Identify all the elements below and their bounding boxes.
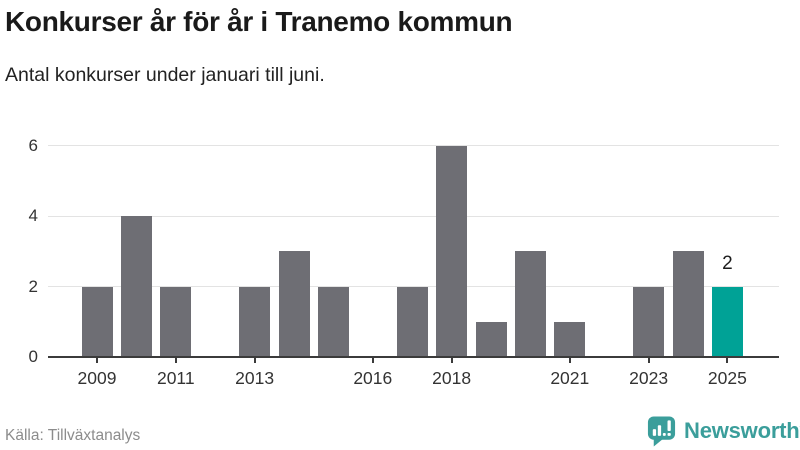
bar-2018 [436,145,468,357]
bar-2017 [396,286,428,357]
y-axis-label-6: 6 [28,135,38,155]
chart-title: Konkurser år för år i Tranemo kommun [5,6,513,37]
x-axis-label-2009: 2009 [77,368,117,388]
x-axis-label-2018: 2018 [432,368,472,388]
newsworthy-wordmark: Newsworthy [684,418,800,443]
x-axis-label-2021: 2021 [550,368,590,388]
bar-2015 [317,286,349,357]
bar-value-label: 2 [722,252,733,274]
bar-2025 [711,286,743,357]
newsworthy-logo-icon [647,416,676,447]
x-axis-tick-2011 [174,358,177,363]
x-axis-tick-2023 [647,358,650,363]
x-axis-tick-2018 [450,358,453,363]
x-axis-line [48,356,779,358]
x-axis-label-2023: 2023 [629,368,669,388]
bar-2013 [239,286,271,357]
newsworthy-logo[interactable]: Newsworthy [646,414,800,448]
bar-2010 [120,216,152,357]
bar-2021 [554,321,586,357]
x-axis-label-2016: 2016 [353,368,393,388]
bar-2020 [514,251,546,357]
source-note: Källa: Tillväxtanalys [5,427,141,444]
x-axis-label-2011: 2011 [156,368,195,388]
x-axis-tick-2021 [568,358,571,363]
bar-2023 [633,286,665,357]
x-axis-tick-2016 [371,358,374,363]
bar-2019 [475,321,507,357]
x-axis-label-2013: 2013 [235,368,275,388]
bar-2014 [278,251,310,357]
bar-2009 [81,286,113,357]
bar-2024 [672,251,704,357]
y-axis-label-0: 0 [28,347,38,366]
x-axis-tick-2009 [96,358,98,363]
x-axis-label-2025: 2025 [707,368,747,388]
y-axis-label-2: 2 [28,276,38,296]
x-axis-tick-2013 [253,358,256,363]
gridline-y6 [48,145,779,147]
y-axis-label-4: 4 [28,206,38,226]
x-axis-tick-2025 [726,358,729,363]
bar-2011 [160,286,192,357]
chart-subtitle: Antal konkurser under januari till juni. [5,64,325,86]
gridline-y4 [48,215,779,217]
